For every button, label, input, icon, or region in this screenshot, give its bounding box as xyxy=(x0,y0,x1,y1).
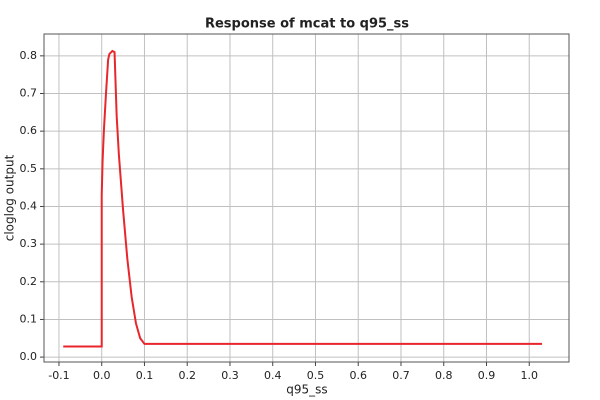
y-tick-label: 0.4 xyxy=(20,199,38,212)
chart-title: Response of mcat to q95_ss xyxy=(205,17,409,32)
x-tick-label: 0.6 xyxy=(349,369,367,382)
y-tick-label: 0.3 xyxy=(20,237,38,250)
x-tick-label: 0.0 xyxy=(93,369,111,382)
x-tick-label: -0.1 xyxy=(48,369,69,382)
x-tick-label: 0.3 xyxy=(221,369,239,382)
x-tick-label: 0.9 xyxy=(478,369,496,382)
x-axis-label: q95_ss xyxy=(286,383,327,397)
x-tick-label: 0.2 xyxy=(178,369,196,382)
y-tick-label: 0.8 xyxy=(20,49,38,62)
x-tick-label: 0.8 xyxy=(435,369,453,382)
y-tick-label: 0.6 xyxy=(20,124,38,137)
plot-frame xyxy=(43,33,570,363)
x-tick-label: 0.1 xyxy=(136,369,154,382)
y-tick-label: 0.7 xyxy=(20,86,38,99)
y-tick-label: 0.0 xyxy=(20,350,38,363)
x-tick-label: 0.4 xyxy=(264,369,282,382)
y-tick-label: 0.2 xyxy=(20,275,38,288)
y-tick-label: 0.1 xyxy=(20,312,38,325)
line-series xyxy=(63,49,543,348)
x-tick-label: 1.0 xyxy=(520,369,538,382)
y-axis-label: cloglog output xyxy=(3,154,17,241)
x-tick-label: 0.5 xyxy=(307,369,325,382)
y-tick-label: 0.5 xyxy=(20,162,38,175)
x-tick-label: 0.7 xyxy=(392,369,410,382)
